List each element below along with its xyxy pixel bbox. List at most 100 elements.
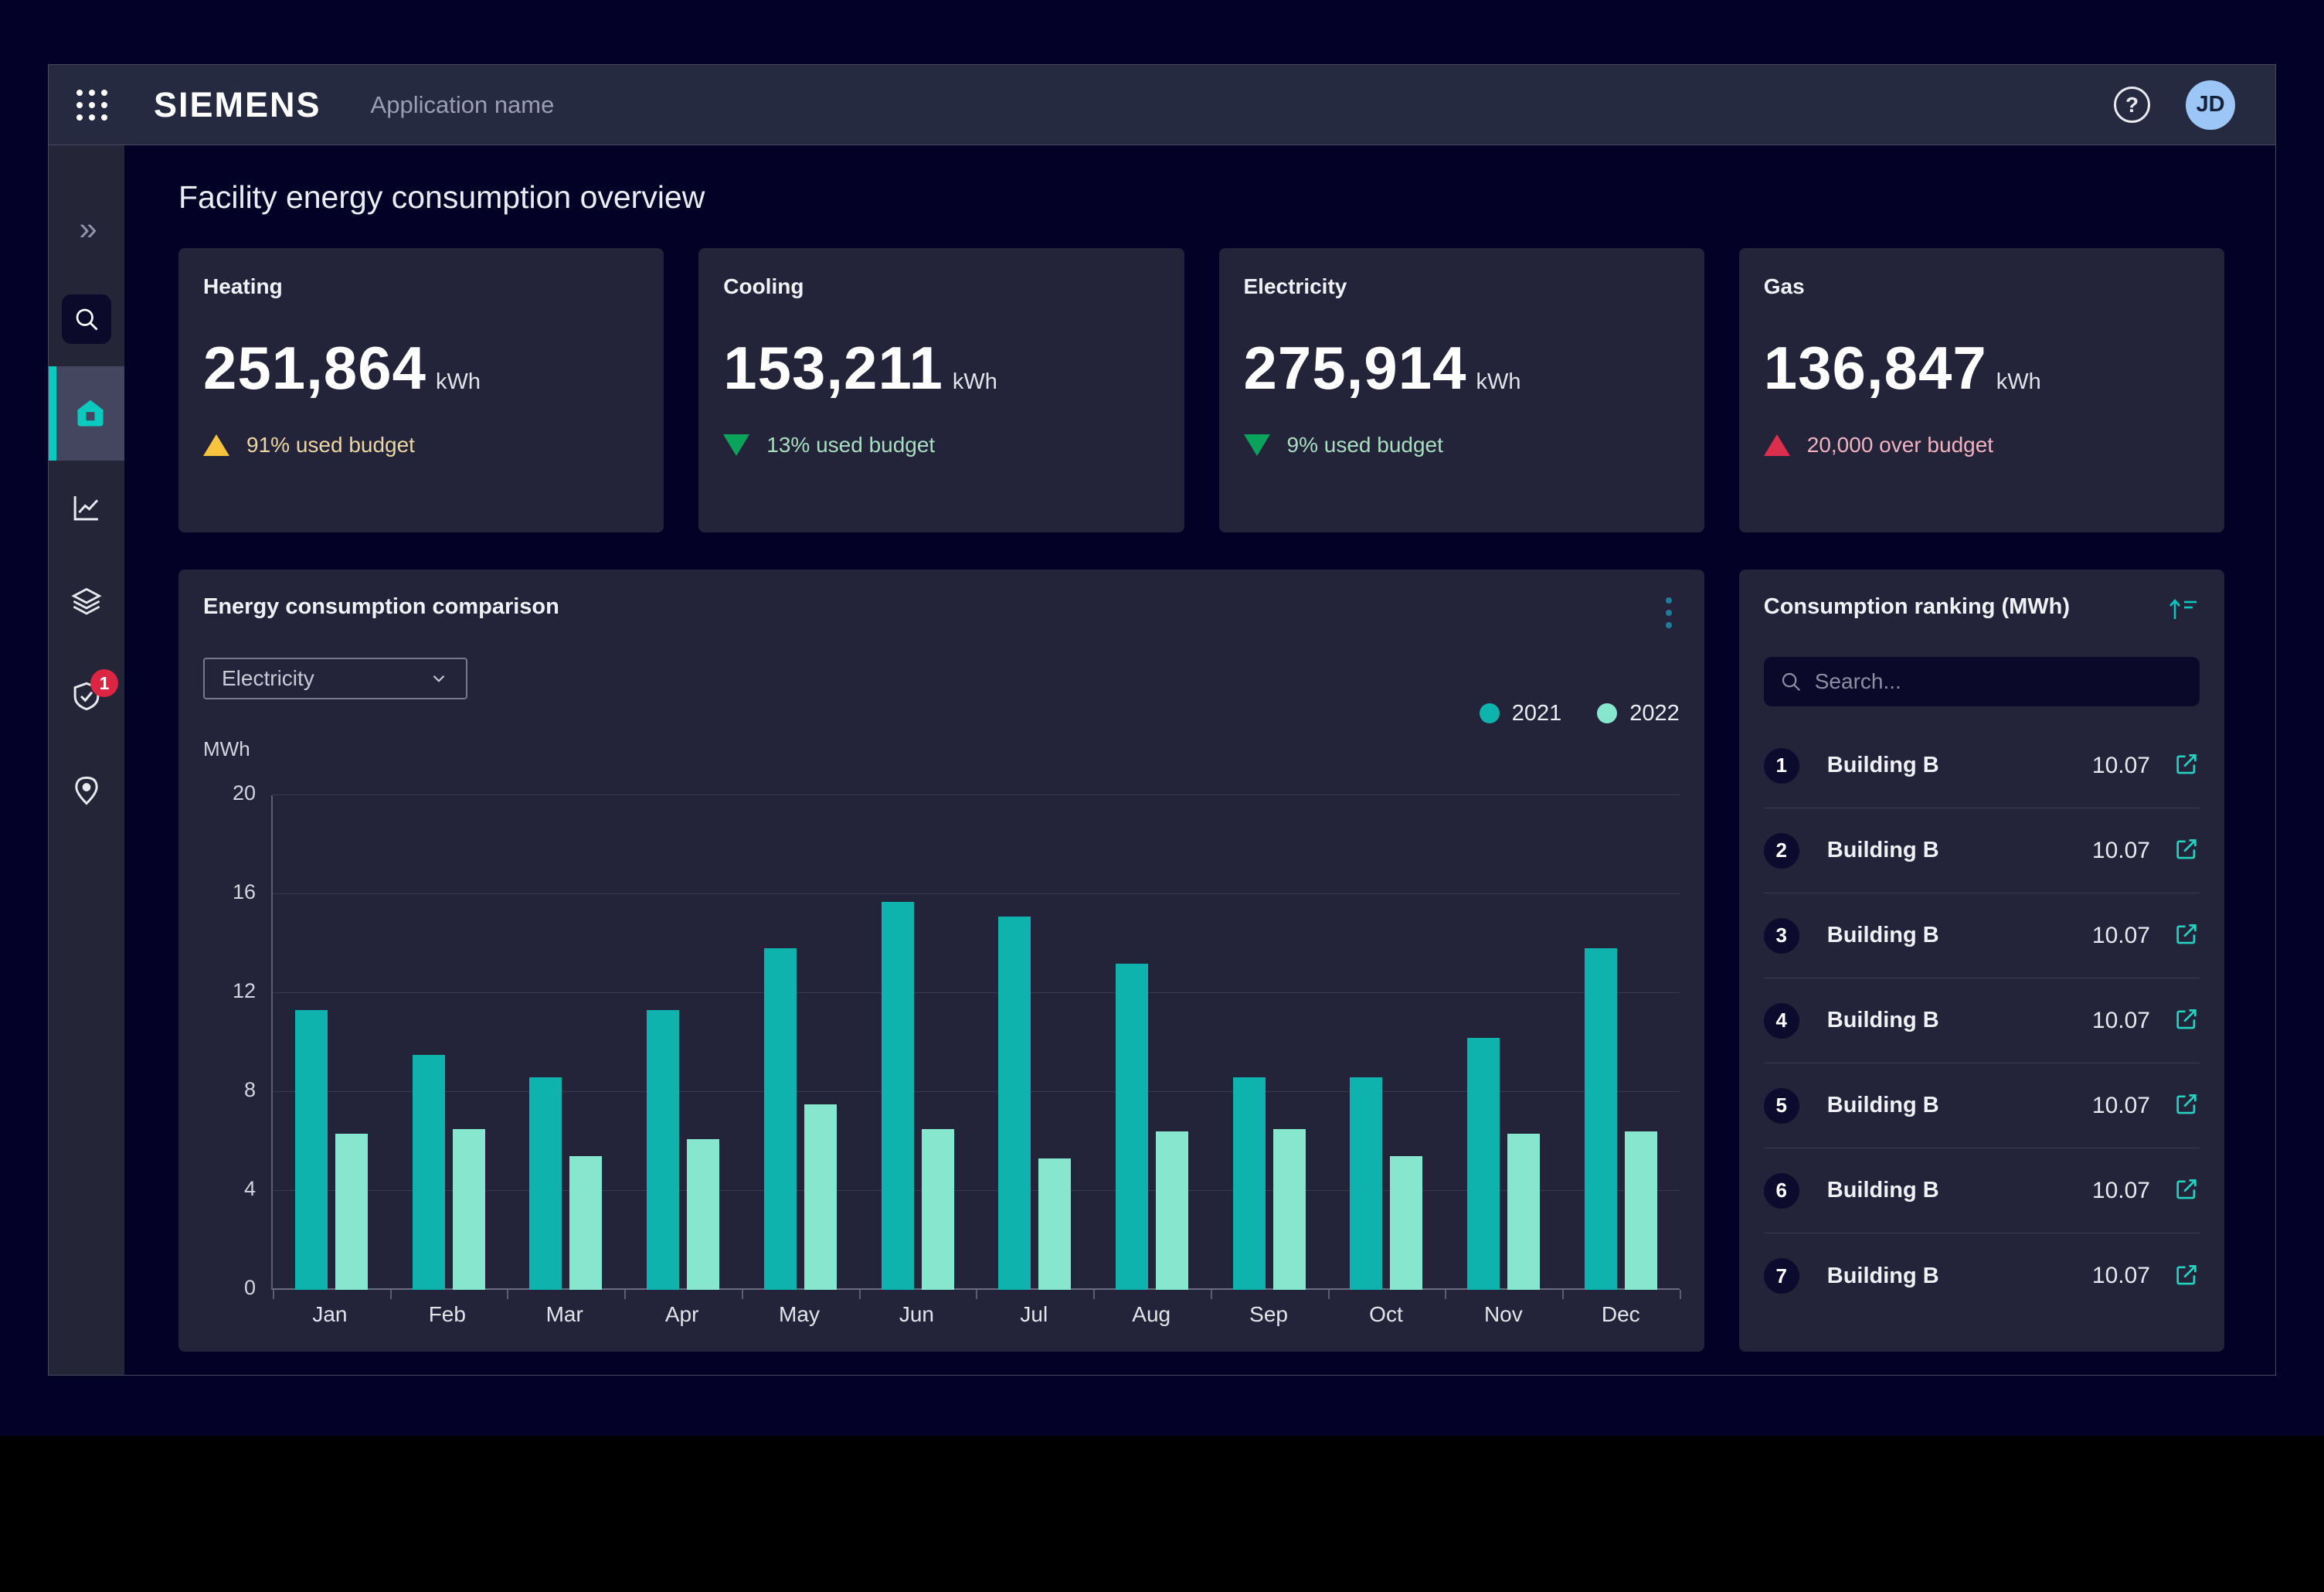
chevron-down-icon xyxy=(433,675,445,682)
legend-dot xyxy=(1479,703,1500,724)
sidebar-item-home[interactable] xyxy=(49,366,124,461)
external-link-icon[interactable] xyxy=(2173,1005,2200,1036)
consumption-ranking-panel: Consumption ranking (MWh) xyxy=(1738,570,2224,1352)
bar-2021-sep xyxy=(1232,1077,1266,1290)
sidebar-item-locations[interactable] xyxy=(49,743,124,838)
kpi-value-row: 251,864 kWh xyxy=(203,333,639,403)
ranking-list: 1 Building B 10.07 2 Building B 10.07 3 Buildin… xyxy=(1763,723,2200,1318)
external-link-icon[interactable] xyxy=(2173,750,2200,781)
consumption-value: 10.07 xyxy=(2091,837,2150,863)
month-group-apr xyxy=(624,795,742,1290)
month-group-feb xyxy=(390,795,508,1290)
app-launcher-icon[interactable] xyxy=(76,89,107,121)
ranking-row-4[interactable]: 4 Building B 10.07 xyxy=(1763,978,2200,1063)
ranking-row-2[interactable]: 2 Building B 10.07 xyxy=(1763,808,2200,893)
x-axis-tick xyxy=(1093,1290,1096,1299)
ranking-row-5[interactable]: 5 Building B 10.07 xyxy=(1763,1063,2200,1148)
y-tick-label: 0 xyxy=(243,1276,256,1299)
x-axis-tick xyxy=(624,1290,627,1299)
main-content: Facility energy consumption overview Hea… xyxy=(124,145,2275,1375)
bar-chart-plot: 0 4 8 12 16 20 xyxy=(233,781,1681,1299)
avatar[interactable]: JD xyxy=(2186,80,2235,130)
top-bar: SIEMENS Application name ? JD xyxy=(49,65,2275,145)
external-link-icon[interactable] xyxy=(2173,835,2200,866)
month-group-oct xyxy=(1328,795,1446,1290)
sidebar-expand-button[interactable]: » xyxy=(49,185,124,272)
gridline-16 xyxy=(273,893,1680,894)
trend-up-icon xyxy=(203,434,229,456)
gridline-0 xyxy=(273,1288,1680,1290)
building-name: Building B xyxy=(1826,753,1939,777)
rank-number-badge: 6 xyxy=(1763,1172,1799,1209)
building-name: Building B xyxy=(1826,1263,1939,1288)
kpi-card-gas: Gas 136,847 kWh 20,000 over budget xyxy=(1738,248,2224,532)
bar-2022-aug xyxy=(1156,1131,1188,1290)
bars-row xyxy=(273,795,1680,1290)
kpi-card-electricity: Electricity 275,914 kWh 9% used budget xyxy=(1218,248,1704,532)
x-tick-label-aug: Aug xyxy=(1132,1302,1171,1326)
building-name: Building B xyxy=(1826,1178,1939,1203)
legend-dot xyxy=(1597,703,1618,724)
energy-type-dropdown[interactable]: Electricity xyxy=(203,658,467,699)
sidebar-item-search[interactable] xyxy=(49,272,124,366)
x-tick-label-nov: Nov xyxy=(1483,1302,1523,1326)
y-axis-unit: MWh xyxy=(203,737,250,760)
search-icon xyxy=(1782,672,1800,692)
consumption-value: 10.07 xyxy=(2091,1092,2150,1118)
x-tick-label-may: May xyxy=(779,1302,820,1326)
kpi-label: Heating xyxy=(203,274,283,298)
x-axis-tick xyxy=(507,1290,509,1299)
shield-check-icon xyxy=(73,682,100,711)
ranking-row-1[interactable]: 1 Building B 10.07 xyxy=(1763,723,2200,808)
ranking-row-3[interactable]: 3 Building B 10.07 xyxy=(1763,893,2200,978)
sidebar-item-compliance[interactable]: 1 xyxy=(49,649,124,743)
search-input[interactable] xyxy=(1763,657,2200,706)
rank-number-badge: 4 xyxy=(1763,1002,1799,1039)
ranking-row-7[interactable]: 7 Building B 10.07 xyxy=(1763,1233,2200,1318)
ranking-row-6[interactable]: 6 Building B 10.07 xyxy=(1763,1148,2200,1233)
month-group-jun xyxy=(859,795,977,1290)
sidebar-item-trends[interactable] xyxy=(49,461,124,555)
sidebar-item-layers[interactable] xyxy=(49,555,124,649)
page-title: Facility energy consumption overview xyxy=(178,179,705,215)
external-link-icon[interactable] xyxy=(2173,1175,2200,1206)
bar-2021-feb xyxy=(412,1055,445,1290)
bar-2021-nov xyxy=(1467,1037,1500,1290)
bar-2022-mar xyxy=(569,1156,603,1290)
chevron-double-right-icon: » xyxy=(79,210,97,247)
external-link-icon[interactable] xyxy=(2173,1090,2200,1121)
kpi-status: 13% used budget xyxy=(723,433,1159,458)
kebab-menu-icon[interactable] xyxy=(1658,594,1680,631)
legend-item-2021[interactable]: 2021 xyxy=(1479,701,1561,726)
kpi-cards: Heating 251,864 kWh 91% used budget Cooling 1… xyxy=(178,248,2224,532)
bar-2022-dec xyxy=(1624,1131,1657,1290)
layers-icon xyxy=(71,587,102,615)
kpi-unit: kWh xyxy=(952,369,997,394)
kpi-value-row: 275,914 kWh xyxy=(1244,333,1680,403)
month-group-dec xyxy=(1562,795,1680,1290)
x-axis-tick xyxy=(858,1290,861,1299)
siemens-logo: SIEMENS xyxy=(154,84,321,124)
y-tick-label: 20 xyxy=(232,781,256,805)
home-icon xyxy=(77,400,104,427)
kpi-status-text: 9% used budget xyxy=(1286,433,1443,457)
kpi-unit: kWh xyxy=(435,369,481,394)
help-icon[interactable]: ? xyxy=(2114,87,2150,123)
external-link-icon[interactable] xyxy=(2173,1261,2200,1291)
external-link-icon[interactable] xyxy=(2173,920,2200,951)
gridline-20 xyxy=(273,794,1680,795)
y-tick-label: 8 xyxy=(243,1078,256,1101)
x-axis-tick xyxy=(1562,1290,1565,1299)
location-pin-icon xyxy=(75,776,98,805)
kpi-value: 251,864 xyxy=(203,334,426,402)
app-window: SIEMENS Application name ? JD » xyxy=(48,64,2276,1376)
legend-item-2022[interactable]: 2022 xyxy=(1597,701,1680,726)
sort-ascending-icon[interactable] xyxy=(2166,594,2200,628)
bar-2022-feb xyxy=(452,1129,485,1290)
month-group-aug xyxy=(1093,795,1211,1290)
consumption-value: 10.07 xyxy=(2091,1177,2150,1203)
gridline-4 xyxy=(273,1190,1680,1191)
x-tick-label-apr: Apr xyxy=(664,1302,699,1326)
rank-number-badge: 7 xyxy=(1763,1258,1799,1294)
bar-2021-aug xyxy=(1116,963,1148,1290)
